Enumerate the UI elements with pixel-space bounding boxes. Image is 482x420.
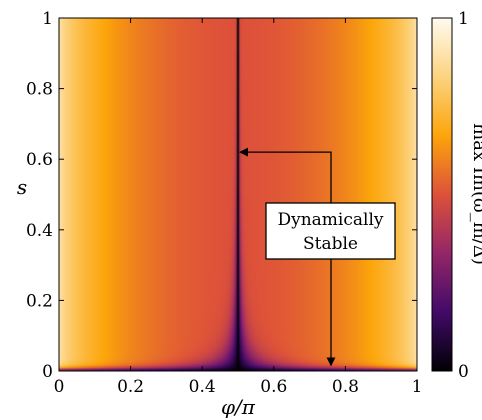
x-tick-label: 0 (54, 377, 65, 397)
annotation-text: Dynamically (277, 210, 383, 230)
annotation: Dynamically Stable (239, 147, 396, 367)
colorbar-gradient (431, 17, 453, 372)
y-tick-label: 1 (42, 9, 53, 29)
x-axis: 0 0.2 0.4 0.6 0.8 1 (54, 18, 423, 397)
colorbar-ticks: 01 (458, 9, 469, 382)
y-axis-label: s (17, 175, 27, 199)
x-tick-label: 0.2 (117, 377, 144, 397)
y-tick-label: 0.8 (26, 80, 53, 100)
y-tick-label: 0.6 (26, 150, 53, 170)
x-tick-label: 1 (412, 377, 423, 397)
x-axis-label: φ/π (221, 395, 256, 419)
x-tick-label: 0.8 (332, 377, 359, 397)
annotation-text: Stable (303, 234, 358, 254)
annotation-box (265, 202, 396, 260)
y-tick-label: 0 (42, 362, 53, 382)
y-axis: 0 0.2 0.4 0.6 0.8 1 (26, 9, 417, 382)
colorbar-tick-label: 0 (458, 362, 469, 382)
x-tick-label: 0.6 (260, 377, 287, 397)
colorbar-tick-label: 1 (458, 9, 469, 29)
y-tick-label: 0.4 (26, 221, 53, 241)
annotation-arrow-up (239, 147, 332, 203)
colorbar: 01 max Im(ω_m/Δ) (431, 9, 482, 382)
plot-frame (58, 17, 418, 372)
y-tick-label: 0.2 (26, 291, 53, 311)
plot-area (58, 17, 418, 372)
heatmap (59, 18, 417, 371)
x-tick-label: 0.4 (189, 377, 216, 397)
colorbar-label: max Im(ω_m/Δ) (469, 123, 482, 265)
